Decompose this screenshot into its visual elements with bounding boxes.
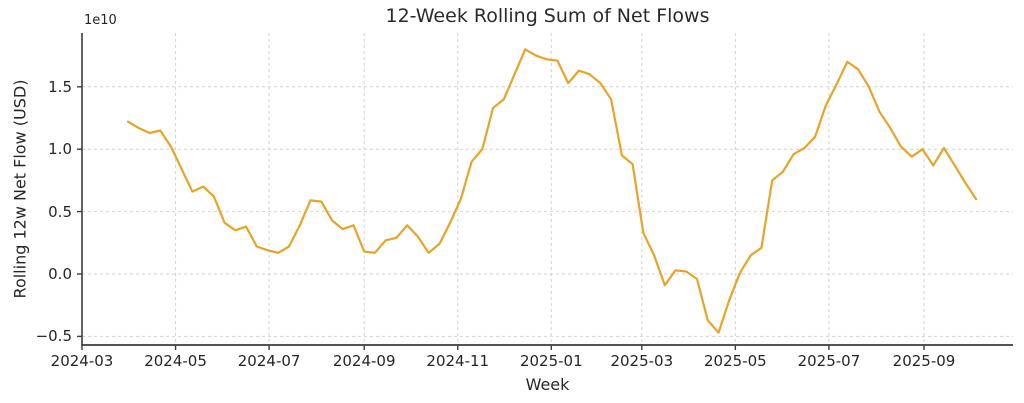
y-axis-offset-text: 1e10 — [84, 13, 117, 28]
y-tick-label: 1.0 — [48, 140, 72, 159]
x-tick-label: 2025-01 — [519, 352, 583, 370]
x-tick-label: 2025-03 — [610, 352, 674, 370]
x-tick-label: 2024-05 — [144, 352, 207, 370]
x-tick-label: 2025-05 — [704, 352, 767, 370]
x-tick-label: 2024-09 — [332, 352, 396, 370]
x-tick-label: 2024-07 — [237, 352, 301, 370]
net-flows-series-line — [126, 48, 978, 334]
y-tick-label: 0.0 — [48, 265, 72, 283]
y-tick-label: 1.5 — [48, 77, 72, 96]
y-tick-label: 0.5 — [48, 202, 72, 221]
y-tick-label: −0.5 — [35, 327, 72, 346]
x-tick-label: 2024-11 — [426, 352, 490, 370]
x-tick-label: 2024-03 — [50, 352, 114, 370]
x-axis-label: Week — [525, 375, 570, 394]
chart-title: 12-Week Rolling Sum of Net Flows — [385, 5, 710, 27]
x-tick-label: 2025-09 — [892, 352, 956, 370]
x-tick-label: 2025-07 — [797, 352, 861, 370]
